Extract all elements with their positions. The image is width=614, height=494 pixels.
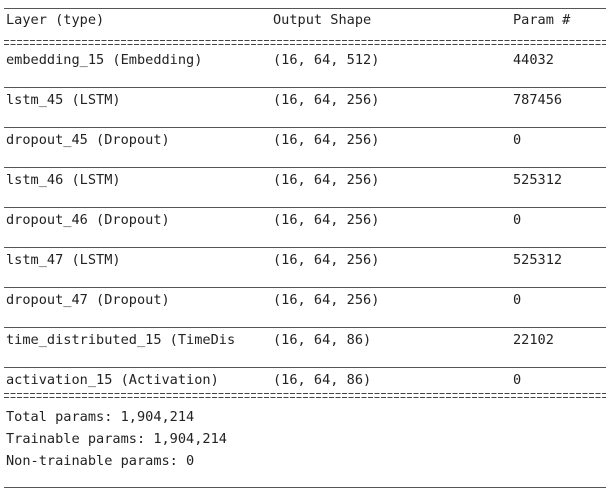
- row-layer: lstm_45 (LSTM): [6, 92, 121, 108]
- row-layer: dropout_46 (Dropout): [6, 212, 170, 228]
- row-rule: [4, 327, 606, 328]
- row-rule: [4, 207, 606, 208]
- row-shape: (16, 64, 86): [273, 332, 372, 348]
- row-shape: (16, 64, 256): [273, 172, 380, 188]
- row-shape: (16, 64, 86): [273, 372, 372, 388]
- row-params: 22102: [513, 332, 554, 348]
- row-layer: lstm_47 (LSTM): [6, 252, 121, 268]
- header-params: Param #: [513, 12, 571, 28]
- row-layer: time_distributed_15 (TimeDis: [6, 332, 236, 348]
- row-params: 525312: [513, 172, 563, 188]
- row-rule: [4, 247, 606, 248]
- row-shape: (16, 64, 256): [273, 252, 380, 268]
- row-layer: activation_15 (Activation): [6, 372, 219, 388]
- row-params: 525312: [513, 252, 563, 268]
- header-double-rule: [4, 40, 606, 46]
- row-layer: lstm_46 (LSTM): [6, 172, 121, 188]
- row-rule: [4, 87, 606, 88]
- row-layer: dropout_45 (Dropout): [6, 132, 170, 148]
- row-params: 787456: [513, 92, 563, 108]
- non-trainable-params: Non-trainable params: 0: [6, 453, 195, 469]
- total-params: Total params: 1,904,214: [6, 409, 195, 425]
- row-rule: [4, 167, 606, 168]
- row-params: 44032: [513, 52, 554, 68]
- header-output-shape: Output Shape: [273, 12, 372, 28]
- row-layer: dropout_47 (Dropout): [6, 292, 170, 308]
- header-layer: Layer (type): [6, 12, 105, 28]
- row-rule: [4, 127, 606, 128]
- row-layer: embedding_15 (Embedding): [6, 52, 203, 68]
- footer-double-rule: [4, 393, 606, 399]
- row-shape: (16, 64, 256): [273, 92, 380, 108]
- row-params: 0: [513, 372, 522, 388]
- row-params: 0: [513, 132, 522, 148]
- row-params: 0: [513, 292, 522, 308]
- row-shape: (16, 64, 256): [273, 212, 380, 228]
- row-shape: (16, 64, 256): [273, 132, 380, 148]
- trainable-params: Trainable params: 1,904,214: [6, 431, 227, 447]
- bottom-rule: [4, 487, 606, 488]
- row-rule: [4, 367, 606, 368]
- row-rule: [4, 287, 606, 288]
- row-shape: (16, 64, 256): [273, 292, 380, 308]
- top-rule: [4, 8, 606, 9]
- row-params: 0: [513, 212, 522, 228]
- row-shape: (16, 64, 512): [273, 52, 380, 68]
